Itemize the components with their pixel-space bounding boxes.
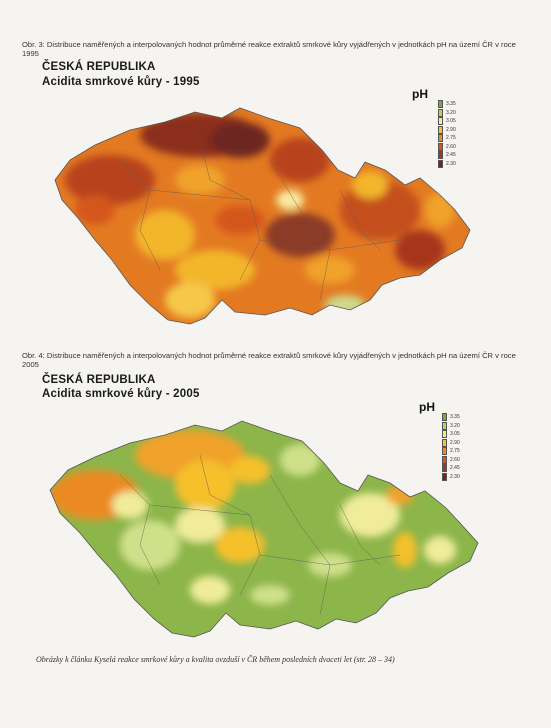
figure1-country-title: ČESKÁ REPUBLIKA bbox=[42, 61, 156, 73]
legend-value: 3.05 bbox=[450, 431, 460, 437]
figure2-caption: Obr. 4: Distribuce naměřených a interpol… bbox=[22, 351, 516, 369]
legend-item: 2.30 bbox=[438, 159, 468, 168]
legend-item: 2.75 bbox=[438, 134, 468, 142]
legend-value: 3.35 bbox=[450, 414, 460, 420]
map-2005 bbox=[49, 420, 479, 638]
legend-value: 2.75 bbox=[446, 135, 456, 141]
legend-swatch bbox=[442, 455, 447, 464]
legend-swatch bbox=[442, 413, 447, 421]
figure1-legend: 3.35 3.20 3.05 2.90 2.75 2.60 2.45 2.30 bbox=[438, 100, 468, 170]
legend-item: 2.60 bbox=[442, 455, 472, 464]
legend-swatch bbox=[438, 100, 443, 108]
legend-value: 2.30 bbox=[446, 160, 456, 167]
legend-value: 2.75 bbox=[450, 448, 460, 454]
legend-swatch bbox=[438, 142, 443, 151]
legend-value: 3.20 bbox=[446, 109, 456, 116]
legend-item: 2.45 bbox=[442, 464, 472, 472]
legend-swatch bbox=[438, 117, 443, 125]
legend-value: 3.20 bbox=[450, 422, 460, 429]
legend-item: 2.45 bbox=[438, 151, 468, 159]
legend-swatch bbox=[442, 430, 447, 438]
legend-item: 2.75 bbox=[442, 447, 472, 455]
legend-value: 3.35 bbox=[446, 101, 456, 107]
legend-item: 3.20 bbox=[442, 421, 472, 430]
legend-swatch bbox=[438, 108, 443, 117]
figure2-country-title: ČESKÁ REPUBLIKA bbox=[42, 374, 156, 386]
footer-caption: Obrázky k článku Kyselá reakce smrkové k… bbox=[36, 655, 395, 664]
legend-value: 3.05 bbox=[446, 118, 456, 124]
legend-swatch bbox=[438, 159, 443, 168]
legend-swatch bbox=[442, 447, 447, 455]
legend-value: 2.45 bbox=[450, 465, 460, 471]
legend-value: 2.45 bbox=[446, 152, 456, 158]
legend-item: 2.90 bbox=[442, 438, 472, 447]
figure2-legend: 3.35 3.20 3.05 2.90 2.75 2.60 2.45 2.30 bbox=[442, 413, 472, 483]
legend-item: 3.20 bbox=[438, 108, 468, 117]
legend-item: 2.60 bbox=[438, 142, 468, 151]
legend-item: 2.90 bbox=[438, 125, 468, 134]
map-1995 bbox=[54, 107, 471, 325]
legend-swatch bbox=[438, 134, 443, 142]
legend-value: 2.90 bbox=[450, 439, 460, 446]
legend-item: 2.30 bbox=[442, 472, 472, 481]
figure1-caption: Obr. 3: Distribuce naměřených a interpol… bbox=[22, 40, 516, 58]
legend-swatch bbox=[442, 472, 447, 481]
legend-swatch bbox=[442, 421, 447, 430]
legend-value: 2.30 bbox=[450, 473, 460, 480]
legend-swatch bbox=[442, 464, 447, 472]
legend-item: 3.35 bbox=[438, 100, 468, 108]
figure1-map-title: Acidita smrkové kůry - 1995 bbox=[42, 76, 200, 88]
legend-swatch bbox=[438, 151, 443, 159]
legend-value: 2.90 bbox=[446, 126, 456, 133]
legend-swatch bbox=[442, 438, 447, 447]
figure2-map-title: Acidita smrkové kůry - 2005 bbox=[42, 388, 200, 400]
legend-item: 3.05 bbox=[442, 430, 472, 438]
legend-swatch bbox=[438, 125, 443, 134]
figure1-legend-title: pH bbox=[412, 87, 428, 101]
figure2-legend-title: pH bbox=[419, 400, 435, 414]
legend-item: 3.05 bbox=[438, 117, 468, 125]
legend-value: 2.60 bbox=[450, 456, 460, 463]
legend-item: 3.35 bbox=[442, 413, 472, 421]
legend-value: 2.60 bbox=[446, 143, 456, 150]
